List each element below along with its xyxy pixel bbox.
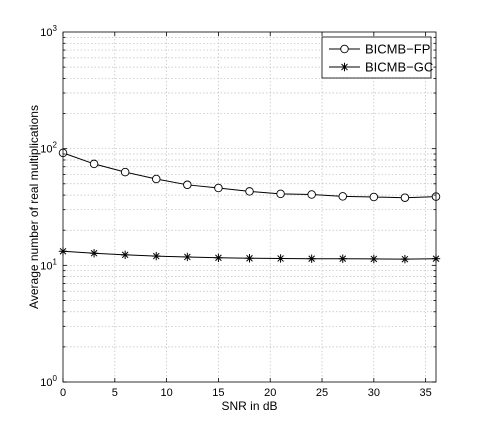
star-marker (369, 254, 379, 264)
circle-marker (369, 192, 379, 202)
x-tick-label: 0 (60, 387, 66, 399)
ticks (62, 32, 436, 383)
circle-marker (214, 183, 223, 193)
circle-marker (151, 174, 161, 184)
x-tick-label: 35 (420, 387, 432, 399)
star-marker (340, 62, 349, 72)
y-tick-label: 100 (40, 374, 57, 389)
circle-marker (183, 180, 192, 190)
circle-marker (120, 167, 130, 177)
x-tick-label: 5 (112, 387, 118, 399)
circle-marker (89, 159, 99, 169)
legend-item: BICMB−GC (329, 60, 433, 75)
circle-marker (400, 193, 410, 202)
x-tick-label: 15 (212, 387, 224, 399)
star-marker (214, 253, 223, 263)
series-layer (58, 148, 441, 264)
star-marker (276, 254, 285, 263)
y-tick-label: 103 (40, 24, 57, 39)
star-marker (183, 252, 192, 262)
y-axis-label: Average number of real multiplications (27, 105, 41, 309)
plot-background (63, 32, 436, 382)
star-marker (400, 254, 410, 264)
star-marker (89, 249, 99, 258)
circle-marker (338, 192, 348, 201)
x-axis-label: SNR in dB (221, 399, 277, 413)
plot-frame (62, 31, 437, 383)
legend-box (321, 36, 432, 79)
y-tick-label: 102 (40, 141, 57, 156)
x-tick-label: 25 (316, 387, 328, 399)
legend-label: BICMB−GC (365, 60, 433, 75)
circle-marker (276, 189, 285, 199)
x-tick-label: 20 (264, 387, 276, 399)
circle-marker (340, 44, 349, 54)
y-tick-label: 101 (40, 257, 57, 272)
tick-labels: 0 5 10 15 20 25 30 35 100 101 102 103 (40, 24, 431, 399)
star-marker (245, 254, 254, 263)
star-marker (152, 251, 161, 261)
x-tick-label: 30 (368, 387, 380, 399)
series-2 (58, 247, 441, 264)
legend-item: BICMB−FP (329, 42, 430, 57)
legend: BICMB−FP BICMB−GC (321, 36, 433, 79)
circle-marker (245, 187, 254, 196)
star-marker (307, 254, 316, 263)
star-marker (338, 254, 347, 263)
x-tick-label: 10 (160, 387, 172, 399)
circle-marker (307, 190, 316, 199)
legend-label: BICMB−FP (365, 42, 430, 57)
star-marker (120, 250, 130, 260)
